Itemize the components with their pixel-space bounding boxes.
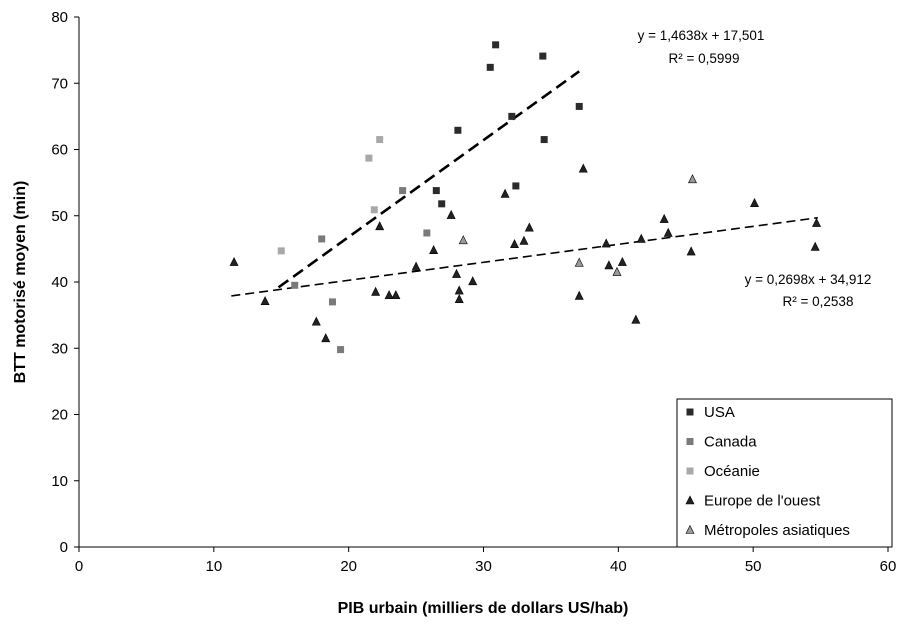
legend-marker <box>685 524 695 534</box>
point-europe-de-l-ouest <box>452 268 462 278</box>
legend-box <box>676 398 893 548</box>
point-usa <box>575 102 583 110</box>
trendline-2-r2: R² = 0,2538 <box>783 294 854 309</box>
point-canada <box>337 346 345 354</box>
trendline-1 <box>277 70 580 289</box>
point-canada <box>291 281 299 289</box>
trendline-2-equation: y = 0,2698x + 34,912 <box>745 272 872 287</box>
point-europe-de-l-ouest <box>601 238 611 248</box>
point-europe-de-l-ouest <box>500 188 510 198</box>
y-axis-title: BTT motorisé moyen (min) <box>12 181 29 384</box>
point-europe-de-l-ouest <box>321 333 331 343</box>
y-tick-label: 60 <box>51 142 68 159</box>
y-tick-label: 50 <box>51 208 68 225</box>
point-europe-de-l-ouest <box>454 285 464 295</box>
point-usa <box>508 112 516 120</box>
legend-marker <box>686 408 694 416</box>
point-europe-de-l-ouest <box>604 260 614 270</box>
legend-marker <box>686 467 694 475</box>
y-tick-label: 70 <box>51 75 68 92</box>
point-usa <box>438 200 446 208</box>
point-europe-de-l-ouest <box>631 314 641 324</box>
legend-marker <box>685 495 695 505</box>
point-europe-de-l-ouest <box>454 294 464 304</box>
point-europe-de-l-ouest <box>375 221 385 231</box>
point-canada <box>318 235 326 243</box>
point-europe-de-l-ouest <box>636 233 646 243</box>
legend-label: Europe de l'ouest <box>704 493 821 510</box>
y-tick-label: 30 <box>51 340 68 357</box>
point-europe-de-l-ouest <box>524 222 534 232</box>
point-europe-de-l-ouest <box>229 256 239 266</box>
point-usa <box>432 187 440 195</box>
legend-label: USA <box>704 404 735 421</box>
point-usa <box>540 136 548 144</box>
point-europe-de-l-ouest <box>659 213 669 223</box>
point-metropoles-asiatiques <box>612 266 622 276</box>
point-europe-de-l-ouest <box>468 276 478 286</box>
point-usa <box>492 41 500 49</box>
point-europe-de-l-ouest <box>384 290 394 300</box>
x-tick-label: 0 <box>75 558 83 575</box>
point-europe-de-l-ouest <box>519 235 529 245</box>
x-tick-label: 60 <box>880 558 897 575</box>
legend-label: Océanie <box>704 463 760 480</box>
y-tick-label: 20 <box>51 407 68 424</box>
point-europe-de-l-ouest <box>812 217 822 227</box>
y-ticks: 0 10 20 30 40 50 60 70 80 <box>51 9 79 556</box>
point-europe-de-l-ouest <box>391 290 401 300</box>
data-points <box>229 41 822 354</box>
trendlines <box>231 70 818 297</box>
point-europe-de-l-ouest <box>578 163 588 173</box>
point-europe-de-l-ouest <box>686 246 696 256</box>
point-metropoles-asiatiques <box>574 257 584 267</box>
x-ticks: 0 10 20 30 40 50 60 <box>75 547 897 575</box>
point-oceanie <box>365 154 373 162</box>
legend-label: Métropoles asiatiques <box>704 522 850 539</box>
x-tick-label: 30 <box>475 558 492 575</box>
y-tick-label: 80 <box>51 9 68 26</box>
x-tick-label: 40 <box>610 558 627 575</box>
point-oceanie <box>376 136 384 144</box>
y-tick-label: 0 <box>60 539 68 556</box>
point-usa <box>512 182 520 190</box>
point-europe-de-l-ouest <box>510 239 519 249</box>
legend: USA Canada Océanie Europe de l'ouest Métropo… <box>676 398 893 548</box>
point-canada <box>399 187 407 195</box>
trendline-2 <box>231 216 818 297</box>
point-oceanie <box>277 247 285 255</box>
point-usa <box>486 63 494 71</box>
point-usa <box>454 126 462 134</box>
x-tick-label: 20 <box>340 558 357 575</box>
point-canada <box>423 229 431 237</box>
point-europe-de-l-ouest <box>429 245 439 254</box>
point-metropoles-asiatiques <box>458 235 468 245</box>
point-usa <box>539 52 547 60</box>
x-tick-label: 50 <box>745 558 762 575</box>
point-canada <box>328 298 336 306</box>
legend-label: Canada <box>704 434 757 451</box>
point-europe-de-l-ouest <box>750 197 760 207</box>
legend-marker <box>686 438 694 445</box>
x-axis-title: PIB urbain (milliers de dollars US/hab) <box>338 600 629 617</box>
point-oceanie <box>370 206 378 214</box>
point-europe-de-l-ouest <box>371 286 381 296</box>
y-tick-label: 40 <box>51 274 68 291</box>
y-tick-label: 10 <box>51 473 68 490</box>
point-europe-de-l-ouest <box>411 261 421 271</box>
point-metropoles-asiatiques <box>688 174 697 184</box>
point-europe-de-l-ouest <box>810 241 820 251</box>
point-europe-de-l-ouest <box>260 296 270 306</box>
point-europe-de-l-ouest <box>663 227 673 237</box>
trendline-1-equation: y = 1,4638x + 17,501 <box>638 28 765 43</box>
point-europe-de-l-ouest <box>311 316 321 326</box>
point-europe-de-l-ouest <box>574 290 584 300</box>
point-europe-de-l-ouest <box>617 256 627 266</box>
point-europe-de-l-ouest <box>446 209 456 219</box>
x-tick-label: 10 <box>205 558 222 575</box>
trendline-1-r2: R² = 0,5999 <box>669 51 740 66</box>
